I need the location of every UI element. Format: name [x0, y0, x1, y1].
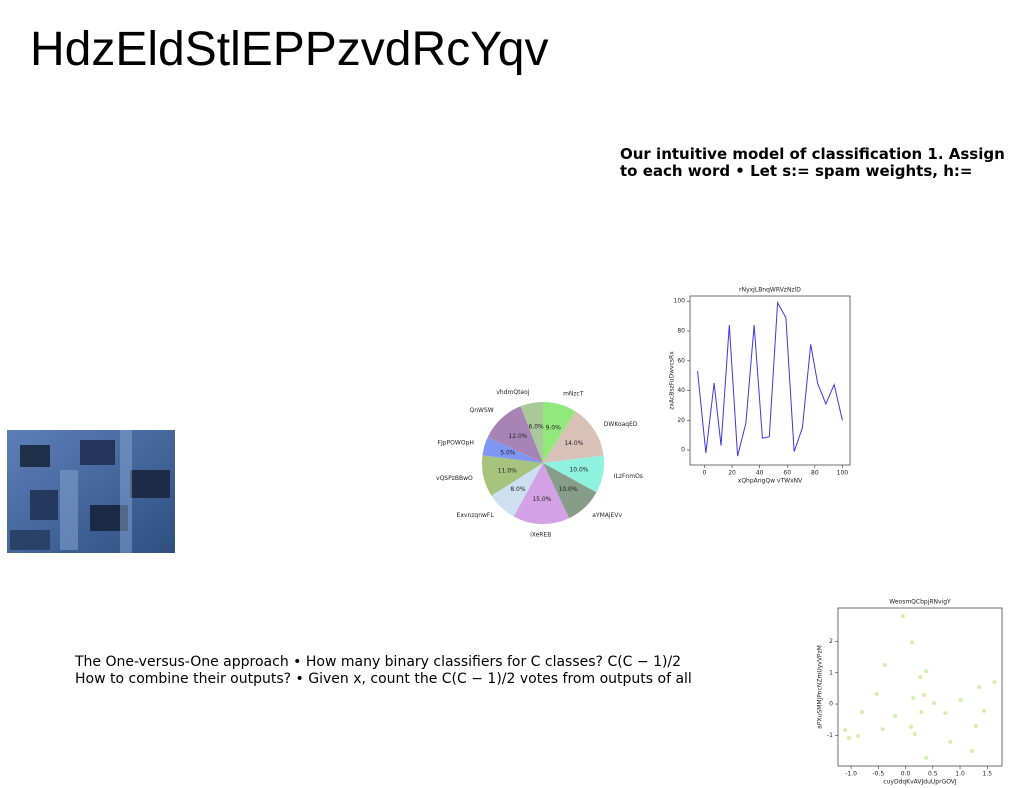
- pie-slice: [543, 455, 604, 493]
- x-tick-label: -1.0: [845, 771, 857, 778]
- y-tick-label: 0: [681, 447, 685, 454]
- pie-slice: [482, 455, 543, 496]
- scatter-point: [912, 732, 917, 737]
- scatter-point: [874, 692, 879, 697]
- value-label: 10.0%: [569, 466, 588, 473]
- y-tick-label: 80: [677, 327, 685, 334]
- scatter-point: [900, 614, 905, 619]
- pie-slice: [513, 463, 569, 524]
- slice-label: mNzcT: [563, 390, 584, 397]
- value-label: 15.0%: [532, 496, 551, 503]
- x-tick-label: 0.5: [928, 771, 938, 778]
- x-tick-label: 0.0: [901, 771, 911, 778]
- y-tick-label: -1: [827, 732, 833, 739]
- x-axis-label: xQhpAngQw vTWxNV: [738, 478, 803, 485]
- pie-slice: [543, 411, 604, 463]
- scatter-point: [919, 710, 924, 715]
- scatter-point: [931, 701, 936, 706]
- value-label: 8.0%: [510, 486, 526, 493]
- scatter-point: [843, 728, 848, 733]
- body-text: The One-versus-One approach • How many b…: [75, 654, 692, 688]
- x-tick-label: 100: [837, 470, 849, 477]
- scatter-point: [882, 662, 887, 667]
- y-tick-label: 100: [674, 298, 686, 305]
- line-series: [697, 300, 843, 457]
- value-label: 10.0%: [559, 486, 578, 493]
- scatter-point: [922, 692, 927, 697]
- slice-label: iXeREB: [530, 531, 551, 538]
- pie-slice: [543, 402, 576, 463]
- scatter-point: [893, 713, 898, 718]
- scatter-point: [846, 736, 851, 741]
- scatter-point: [910, 640, 915, 645]
- pie-slice: [482, 437, 543, 463]
- scatter-point: [977, 685, 982, 690]
- plot-frame: [837, 607, 1003, 767]
- y-tick-label: 60: [677, 357, 685, 364]
- value-label: 6.0%: [529, 424, 545, 431]
- y-tick-label: 0: [829, 701, 833, 708]
- pie-slice: [543, 463, 597, 519]
- scatter-point: [958, 697, 963, 702]
- x-tick-label: 40: [756, 470, 764, 477]
- value-label: 12.0%: [508, 433, 527, 440]
- scatter-point: [880, 727, 885, 732]
- slice-label: FJpPOWOpH: [438, 439, 474, 446]
- slice-label: DWKoaqED: [604, 421, 638, 428]
- value-label: 11.0%: [498, 467, 517, 474]
- x-tick-label: 1.5: [983, 771, 993, 778]
- pie-slice: [487, 406, 543, 463]
- x-tick-label: 20: [728, 470, 736, 477]
- value-label: 14.0%: [564, 440, 583, 447]
- pie-slice: [491, 463, 543, 517]
- plot-frame: [689, 295, 851, 466]
- slice-label: vhdmQteoj: [496, 389, 529, 396]
- y-axis-label: zxAcBszFuDwvcsRx: [669, 351, 676, 410]
- bold-text: Our intuitive model of classification 1.…: [620, 146, 1005, 180]
- x-tick-label: 80: [811, 470, 819, 477]
- scatter-point: [918, 675, 923, 680]
- x-tick-label: 0: [703, 470, 707, 477]
- y-tick-label: 40: [677, 387, 685, 394]
- scatter-point: [970, 748, 975, 753]
- x-tick-label: -0.5: [872, 771, 884, 778]
- text-line: The One-versus-One approach • How many b…: [75, 654, 682, 670]
- pie-slice: [520, 402, 543, 463]
- y-tick-label: 2: [829, 638, 833, 645]
- slide-title: HdzEldStlEPPzvdRcYqv: [30, 23, 549, 76]
- slice-label: ExvnzqnwFL: [457, 512, 495, 519]
- scatter-point: [909, 724, 914, 729]
- value-label: 5.0%: [500, 449, 516, 456]
- chart-title: WeosmQCbpjRNvigY: [889, 599, 951, 606]
- x-tick-label: 60: [783, 470, 791, 477]
- scatter-point: [992, 680, 997, 685]
- scatter-point: [924, 755, 929, 760]
- x-tick-label: 1.0: [955, 771, 965, 778]
- y-axis-label: aPXuSMMJPncNZmUyvVPzM: [817, 645, 824, 729]
- scatter-point: [911, 696, 916, 701]
- text-line: Our intuitive model of classification 1.…: [620, 145, 1005, 163]
- slice-label: QnWSW: [470, 407, 494, 414]
- chart-title: rNyxjLBnqWRVzNzlD: [739, 287, 801, 294]
- slice-label: aYMAjEVv: [592, 512, 622, 519]
- scatter-point: [943, 711, 948, 716]
- scatter-point: [973, 723, 978, 728]
- x-axis-label: cuyDdqKvAVJduUprGOVJ: [883, 779, 957, 786]
- scatter-point: [859, 710, 864, 715]
- scatter-point: [948, 739, 953, 744]
- scatter-point: [924, 669, 929, 674]
- scatter-point: [982, 708, 987, 713]
- slice-label: vQSPzBBwO: [436, 475, 473, 482]
- text-line: to each word • Let s:= spam weights, h:=: [620, 162, 973, 180]
- text-line: How to combine their outputs? • Given x,…: [75, 671, 692, 687]
- value-label: 9.0%: [546, 424, 562, 431]
- photo: [7, 430, 175, 553]
- slice-label: ILzFnmOs: [614, 473, 643, 480]
- y-tick-label: 20: [677, 417, 685, 424]
- scatter-point: [856, 733, 861, 738]
- y-tick-label: 1: [829, 669, 833, 676]
